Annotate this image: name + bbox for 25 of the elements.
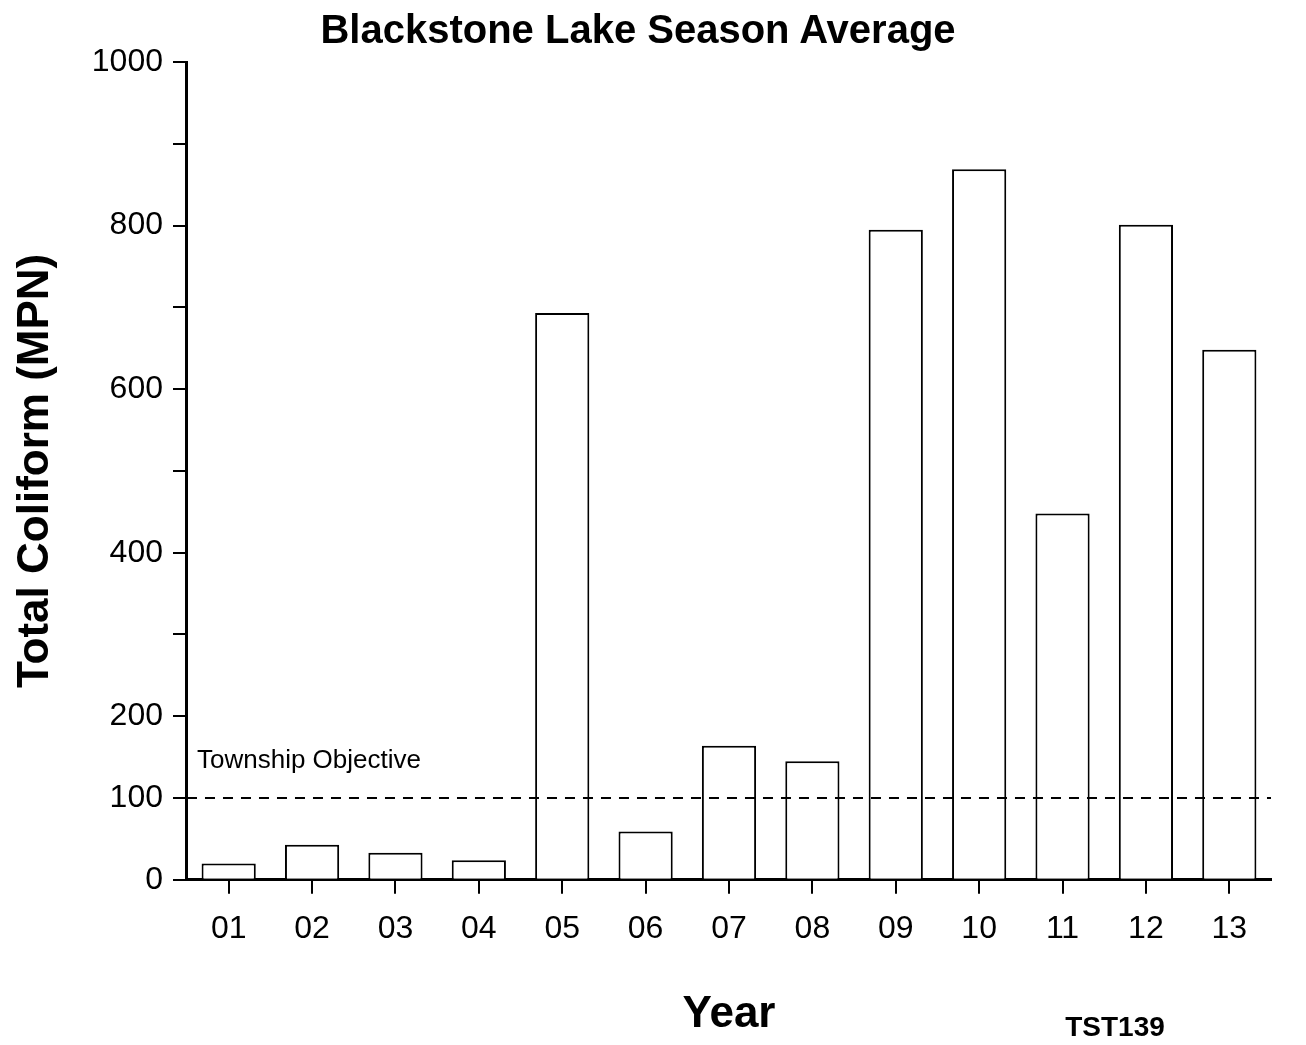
text: TST139 [1065, 1010, 1165, 1042]
y-tick-label: 100 [109, 777, 163, 814]
x-tick-label: 05 [544, 908, 581, 945]
chart-title: Blackstone Lake Season Average [320, 7, 956, 52]
y-tick-label: 400 [109, 532, 163, 569]
x-tick-label: 07 [711, 908, 747, 945]
y-tick-label: 200 [109, 696, 163, 733]
y-tick-label: 1000 [91, 41, 163, 78]
y-tick-label: 0 [145, 859, 163, 896]
x-tick-label: 06 [627, 908, 664, 945]
y-tick-label: 600 [109, 368, 163, 405]
x-axis-title: Year [682, 986, 776, 1036]
y-tick-label: 800 [109, 205, 163, 242]
x-tick-label: 12 [1128, 908, 1164, 945]
x-tick-label: 10 [961, 908, 997, 945]
x-tick-label: 03 [377, 908, 414, 945]
x-tick-label: 09 [877, 908, 914, 945]
ref-line-label: Township Objective [196, 744, 421, 775]
x-tick-label: 11 [1045, 908, 1080, 945]
y-axis-title: Total Coliform (MPN) [7, 253, 57, 689]
x-tick-label: 01 [210, 908, 247, 945]
x-tick-label: 04 [461, 908, 497, 945]
x-tick-label: 02 [294, 908, 330, 945]
x-tick-label: 13 [1211, 908, 1248, 945]
x-tick-label: 08 [794, 908, 831, 945]
